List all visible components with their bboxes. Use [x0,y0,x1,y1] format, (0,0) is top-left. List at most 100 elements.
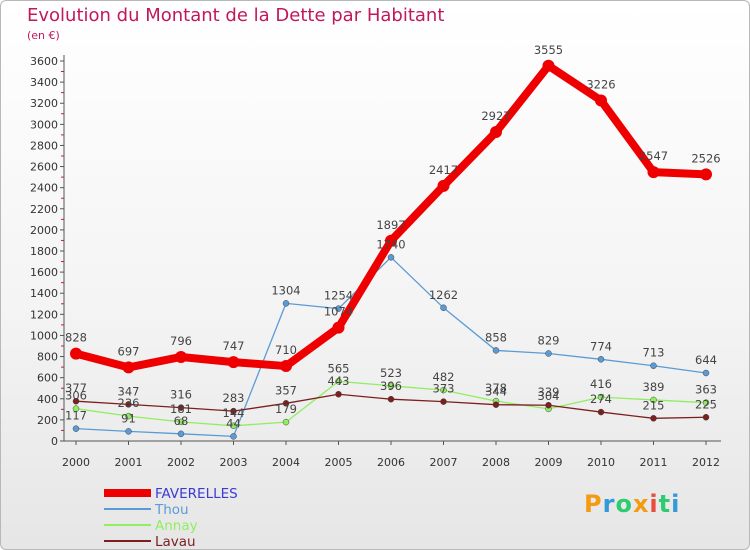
data-point-lavau [440,398,447,405]
x-tick-label: 2002 [167,456,195,469]
data-point-faverelles [595,94,607,107]
data-point-annay [177,418,185,426]
data-label-thou: 713 [643,346,665,360]
data-point-thou [387,254,395,261]
data-point-faverelles [437,179,450,192]
data-label-lavau: 357 [275,383,297,397]
data-point-faverelles [175,350,187,363]
data-point-lavau [387,395,395,403]
data-point-annay [282,418,290,426]
x-tick-label: 2011 [640,456,668,469]
data-point-thou [702,369,710,377]
data-label-lavau: 274 [590,392,612,406]
proxiti-logo: Proxiti [584,490,681,518]
y-tick-label: 400 [37,393,58,406]
data-point-thou [177,430,185,438]
data-label-lavau: 373 [433,382,455,396]
x-tick-label: 2001 [115,456,143,469]
data-label-thou: 829 [538,333,560,347]
data-label-lavau: 316 [170,388,192,402]
data-point-annay [650,396,657,404]
data-label-thou: 1740 [376,237,405,251]
x-tick-label: 2000 [62,456,90,469]
y-tick-label: 1600 [30,266,58,279]
data-label-thou: 117 [65,409,87,423]
data-point-thou [545,350,552,357]
x-tick-label: 2005 [325,456,353,469]
data-point-faverelles [647,166,660,179]
data-label-lavau: 396 [380,379,402,393]
data-point-thou [230,433,237,440]
x-tick-label: 2008 [482,456,510,469]
y-tick-label: 2800 [30,139,58,152]
chart-subtitle: (en €) [27,29,60,42]
y-tick-label: 200 [37,414,58,427]
data-point-thou [125,428,132,435]
data-label-annay: 363 [695,383,717,397]
axes: 0 200 400 600 800 1000 1200 1400 1600 1800 2000 220… [30,55,721,469]
data-label-thou: 91 [121,411,136,425]
data-label-lavau: 443 [328,374,350,388]
data-label-thou: 44 [226,416,241,430]
y-tick-label: 1400 [30,287,58,300]
data-point-faverelles [542,59,555,72]
data-point-lavau [335,390,342,398]
data-point-lavau [492,401,500,408]
legend-label-lavau: Lavau [155,534,196,550]
data-point-thou [282,300,290,307]
legend-label-thou: Thou [154,502,189,518]
data-point-annay [387,382,395,390]
data-label-lavau: 225 [695,397,717,411]
data-label-annay: 565 [328,361,350,375]
data-point-lavau [177,404,185,411]
data-point-thou [597,356,605,363]
data-label-thou: 1262 [429,288,458,302]
x-tick-label: 2009 [535,456,563,469]
y-tick-label: 1200 [30,308,58,321]
data-label-lavau: 339 [538,385,560,399]
data-point-thou [72,425,80,432]
y-tick-label: 1000 [30,329,58,342]
data-point-faverelles [70,347,82,360]
data-point-faverelles [490,126,502,139]
data-label-lavau: 347 [118,384,140,398]
data-label-faverelles: 710 [275,343,297,357]
data-label-annay: 378 [485,381,507,395]
y-tick-label: 3400 [30,76,58,89]
data-point-faverelles [385,234,397,247]
data-label-faverelles: 828 [65,331,87,345]
data-label-annay: 179 [275,402,297,416]
data-label-lavau: 344 [485,385,507,399]
data-point-thou [492,347,500,354]
y-tick-label: 3000 [30,118,58,131]
y-tick-label: 3600 [30,55,58,68]
y-tick-label: 2400 [30,182,58,195]
data-label-annay: 523 [380,366,402,380]
data-point-faverelles [122,361,135,374]
data-label-annay: 482 [433,370,455,384]
data-point-lavau [125,401,132,408]
data-label-annay: 304 [538,389,560,403]
data-labels: 828 697 796 747 710 1074 1897 2417 2927 3555 3226 2… [65,43,721,431]
y-tick-label: 800 [37,351,58,364]
data-point-faverelles [280,360,292,373]
data-label-annay: 416 [590,377,612,391]
data-label-lavau: 283 [223,391,245,405]
data-point-thou [650,362,657,369]
data-label-annay: 389 [643,380,665,394]
data-label-annay: 144 [223,406,245,420]
y-tick-label: 2000 [30,224,58,237]
series-layer [70,59,712,440]
data-label-faverelles: 2417 [429,163,458,177]
data-label-thou: 1304 [271,283,300,297]
data-point-annay [702,399,710,406]
y-tick-label: 2200 [30,203,58,216]
legend-label-annay: Annay [155,518,198,534]
data-point-annay [230,422,237,430]
data-point-annay [72,405,80,412]
data-label-thou: 644 [695,353,717,367]
data-point-faverelles [227,356,240,369]
